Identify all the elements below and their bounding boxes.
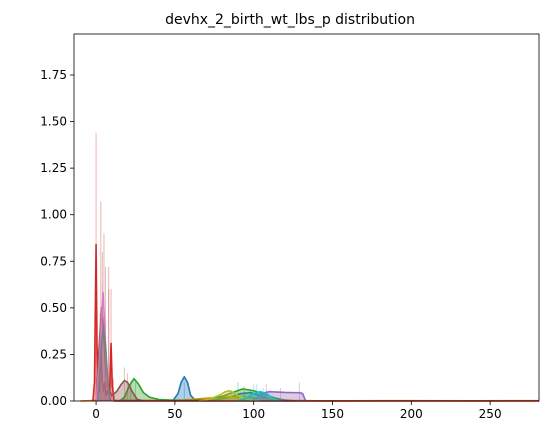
series-7-kde-line (198, 389, 261, 402)
y-tick-label: 0.75 (40, 254, 67, 268)
series-5-bar-4 (127, 373, 129, 401)
series-4-area (250, 391, 306, 401)
x-tick-label: 100 (242, 407, 265, 421)
series-7-bar-0 (227, 389, 229, 401)
series-2-bar-0 (130, 380, 132, 401)
series-1-bar-1 (237, 397, 239, 401)
series-8 (237, 384, 280, 402)
y-tick-label: 1.00 (40, 208, 67, 222)
series-4-bar-2 (298, 382, 300, 401)
y-tick-label: 0.50 (40, 301, 67, 315)
y-tick-label: 1.25 (40, 161, 67, 175)
y-tick-label: 0.25 (40, 347, 67, 361)
axes: 0 50 100 150 200 250 0.00 0.25 0.50 0.75 1.00 1.25 1… (40, 33, 540, 421)
y-tick-label: 0.00 (40, 394, 67, 408)
y-tick-label: 1.50 (40, 115, 67, 129)
chart-title: devhx_2_birth_wt_lbs_p distribution (165, 12, 415, 28)
series-9-kde-line (96, 325, 112, 402)
plot-area (80, 132, 540, 402)
series-8-bar-2 (262, 387, 264, 401)
series-5-bar-2 (108, 289, 110, 401)
series-0-bar-0 (183, 382, 185, 401)
series-7-bar-1 (231, 391, 233, 401)
axes-frame (73, 33, 540, 402)
series-1-bar-0 (221, 397, 223, 401)
series-4-bar-1 (279, 387, 281, 401)
y-tick-label: 1.75 (40, 68, 67, 82)
series-8-bar-0 (253, 384, 255, 401)
series-3 (92, 132, 540, 402)
series-3-bar-3 (108, 266, 110, 401)
series-3-kde-line (92, 243, 539, 402)
series-4 (250, 382, 307, 402)
series-0-bar-1 (243, 391, 245, 401)
series-8-area (237, 391, 279, 401)
x-tick-label: 200 (400, 407, 423, 421)
series-3-area (92, 244, 540, 401)
series-9 (96, 313, 112, 402)
series-2-bar-1 (134, 382, 136, 401)
series-2-bar-3 (243, 386, 245, 401)
series-5-area (96, 307, 144, 401)
x-tick-label: 150 (321, 407, 344, 421)
series-4-kde-line (250, 390, 307, 402)
x-tick-label: 0 (92, 407, 100, 421)
series-6-bar-1 (103, 307, 105, 401)
series-9-bar-1 (104, 322, 106, 401)
series-6-area (96, 292, 114, 401)
series-8-kde-line (237, 390, 280, 402)
x-tick-label: 250 (479, 407, 502, 421)
series-3-bar-1 (100, 201, 102, 401)
series-2-bar-2 (237, 382, 239, 401)
x-tick-label: 50 (167, 407, 182, 421)
series-5-bar-3 (123, 367, 125, 401)
